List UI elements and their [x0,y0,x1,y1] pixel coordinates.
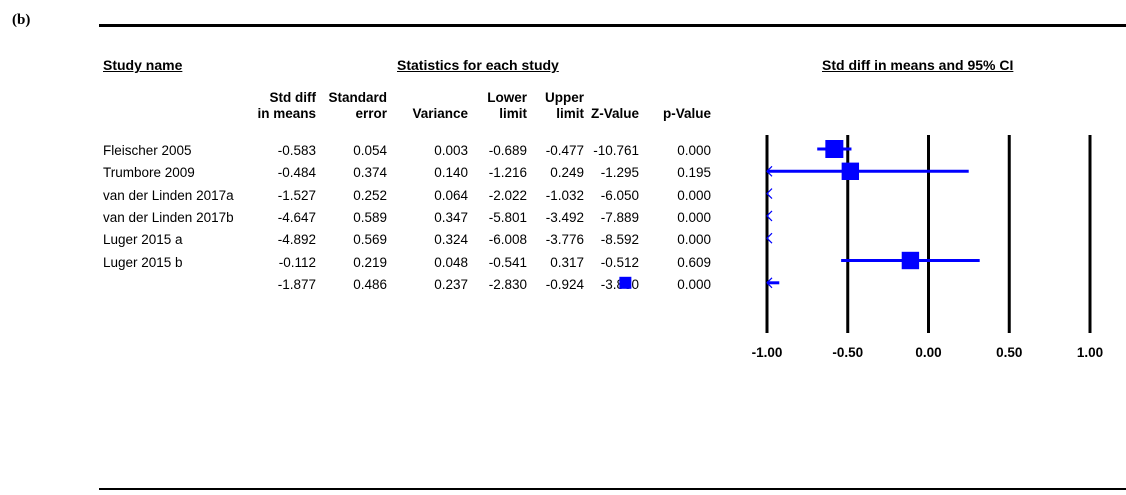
column-header: Lower limit [487,90,527,122]
ci-arrow [766,277,773,289]
study-name-cell: Fleischer 2005 [103,143,192,158]
table-cell: -2.022 [488,187,527,203]
study-name-cell: Trumbore 2009 [103,165,195,181]
table-cell: 0.000 [677,276,711,292]
column-header-line2: p-Value [662,106,711,121]
table-cell: 0.609 [677,254,711,270]
offscale-arrow [766,210,773,222]
table-cell: -4.892 [277,232,316,248]
point-estimate [619,276,632,289]
table-cell: -0.484 [277,165,316,181]
table-cell: 0.000 [677,187,711,203]
forest-header: Std diff in means and 95% CI [822,57,1014,73]
table-cell: 0.064 [434,187,468,203]
table-cell: -1.216 [488,165,527,181]
table-cell: -3.492 [545,209,584,225]
column-header-line2: Z-Value [590,106,639,121]
table-cell: 0.252 [353,187,387,203]
forest-plot: -1.00 -0.50 0.00 0.50 1.00 [619,135,1103,360]
bottom-rule [99,488,1126,490]
table-cell: 0.374 [353,165,387,181]
table-cell: 0.219 [353,254,387,270]
table-cell: -0.924 [545,276,584,292]
table-cell: -8.592 [600,232,639,248]
column-header-line2: limit [499,106,527,121]
column-header: Standard error [328,90,387,122]
offscale-arrow [766,232,773,244]
column-header-line2: Variance [412,106,468,121]
table-cell: -0.512 [600,254,639,270]
table-cell: 0.195 [677,165,711,181]
table-cell: 0.048 [434,254,468,270]
column-header-line2: limit [556,106,584,121]
table-cell: 0.054 [353,143,387,158]
column-header-line1 [412,90,468,106]
ci-arrow [766,165,773,177]
column-header: Std diff in means [257,90,316,122]
table-cell: -5.801 [488,209,527,225]
table-cell: -1.295 [600,165,639,181]
table-cell: -7.889 [600,209,639,225]
table-cell: -0.583 [277,143,316,158]
study-name-cell: van der Linden 2017b [103,209,234,225]
study-name-header: Study name [103,57,183,73]
table-cell: -3.776 [545,232,584,248]
column-header-line2: in means [257,106,316,121]
column-header-line1: Lower [487,90,527,105]
offscale-arrow [766,188,773,200]
table-cell: -1.877 [277,276,316,292]
table-cell: -2.830 [488,276,527,292]
x-tick-label: 0.50 [996,345,1022,360]
x-tick-label: -0.50 [832,345,863,360]
table-cell: -6.050 [600,187,639,203]
table-cell: 0.237 [434,276,468,292]
table-cell: -0.689 [488,143,527,158]
table-cell: -0.477 [545,143,584,158]
column-header: p-Value [663,90,711,122]
panel-label: (b) [12,12,31,28]
table-cell: 0.486 [353,276,387,292]
study-name-cell: Luger 2015 a [103,232,183,248]
point-estimate [841,162,860,180]
column-header: Z-Value [591,90,639,122]
study-name-cell: van der Linden 2017a [103,187,234,203]
table-cell: -0.112 [278,254,316,270]
table-cell: -0.541 [488,254,527,270]
table-cell: -1.527 [277,187,316,203]
column-header-line1: Std diff [269,90,317,105]
table-cell: -1.032 [545,187,584,203]
column-header-line1: Upper [544,90,584,105]
table-cell: -10.761 [593,143,639,158]
study-name-cell: Luger 2015 b [103,254,183,270]
table-cell: 0.000 [677,143,711,158]
table-cell: 0.000 [677,209,711,225]
table-cell: 0.140 [434,165,468,181]
table-cell: 0.000 [677,232,711,248]
table-cell: 0.249 [550,165,584,181]
column-header-line1 [591,90,639,106]
table-cell: 0.569 [353,232,387,248]
column-header-line1: Standard [328,90,387,105]
column-header-line2: error [355,106,387,121]
point-estimate [825,140,844,158]
column-header-line1 [663,90,711,106]
column-header: Variance [412,90,468,122]
table-cell: 0.003 [434,143,468,158]
table-cell: -4.647 [277,209,316,225]
column-header: Upper limit [545,90,584,122]
statistics-header: Statistics for each study [397,57,559,73]
table-cell: 0.317 [550,254,584,270]
x-tick-label: 1.00 [1077,345,1103,360]
table-cell: 0.347 [434,209,468,225]
table-cell: 0.324 [434,232,468,248]
point-estimate [901,251,920,270]
table-cell: -6.008 [488,232,527,248]
table-cell: 0.589 [353,209,387,225]
x-tick-label: -1.00 [752,345,783,360]
x-tick-label: 0.00 [915,345,941,360]
top-rule [99,24,1126,27]
